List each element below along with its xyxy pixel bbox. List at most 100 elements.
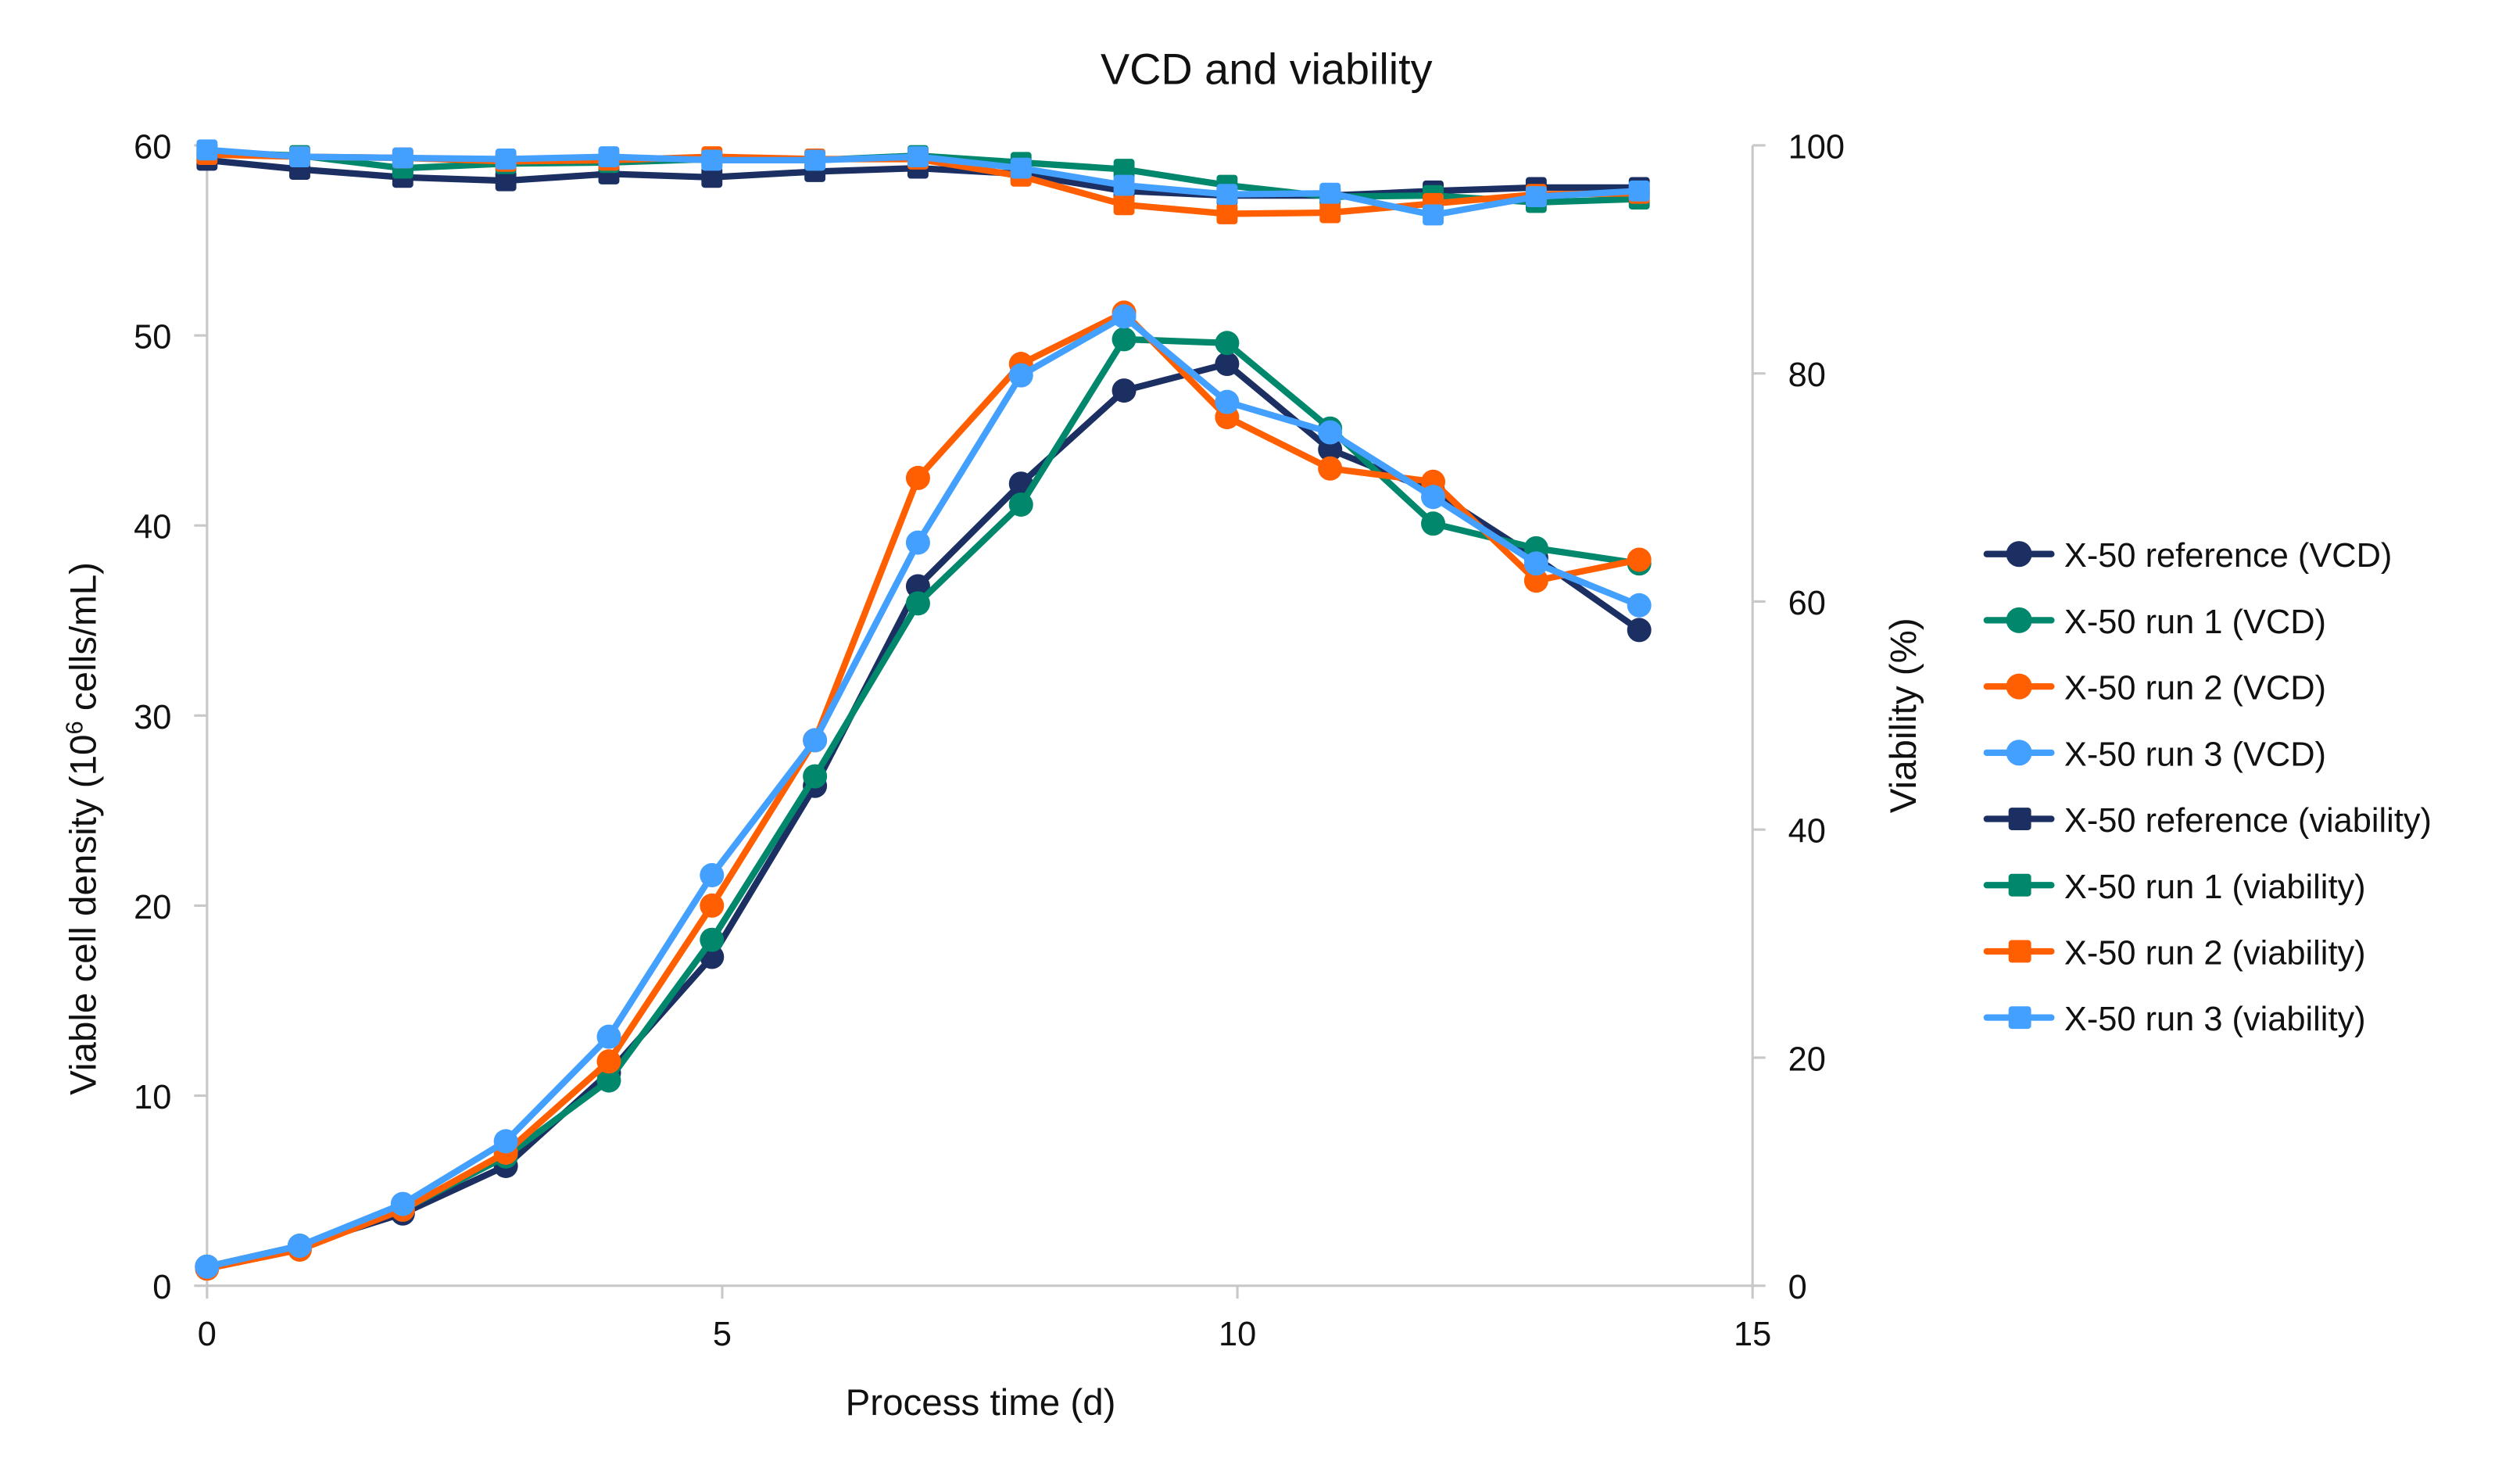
data-point	[1215, 331, 1240, 356]
legend-label: X-50 run 3 (VCD)	[2064, 736, 2326, 773]
data-point	[289, 146, 310, 167]
legend-marker	[2006, 541, 2032, 568]
legend-item: X-50 run 1 (viability)	[1983, 869, 2366, 906]
data-point	[1628, 180, 1650, 202]
legend-label: X-50 reference (VCD)	[2064, 537, 2392, 575]
y-right-tick-label: 40	[1788, 813, 1826, 851]
data-point	[596, 1049, 621, 1074]
data-point	[1627, 618, 1652, 643]
data-point	[1010, 157, 1032, 179]
data-point	[1318, 456, 1343, 481]
y-right-tick-label: 80	[1788, 356, 1826, 394]
data-point	[1318, 420, 1343, 445]
data-point	[392, 147, 413, 169]
data-point	[1319, 202, 1341, 224]
data-point	[803, 728, 828, 753]
data-point	[905, 465, 930, 490]
data-point	[1525, 186, 1547, 208]
data-point	[493, 1129, 518, 1154]
data-point	[1627, 593, 1652, 618]
y-left-tick-label: 40	[134, 509, 171, 546]
data-point	[1215, 389, 1240, 414]
data-point	[195, 1254, 220, 1279]
data-point	[1523, 568, 1548, 593]
legend: X-50 reference (VCD) X-50 run 1 (VCD) X-50…	[1983, 537, 2432, 1038]
data-point	[700, 927, 725, 952]
legend-marker	[2008, 808, 2031, 831]
x-tick-label: 15	[1734, 1316, 1771, 1353]
chart-title: VCD and viability	[1101, 45, 1433, 93]
legend-label: X-50 run 2 (VCD)	[2064, 670, 2326, 707]
data-point	[1627, 547, 1652, 572]
legend-label: X-50 run 1 (viability)	[2064, 869, 2366, 906]
legend-item: X-50 reference (viability)	[1983, 802, 2432, 840]
series-line	[206, 309, 1640, 1272]
data-point	[495, 170, 517, 192]
legend-label: X-50 run 1 (VCD)	[2064, 604, 2326, 641]
data-point	[1421, 485, 1446, 510]
data-point	[1111, 304, 1137, 329]
data-point	[596, 1024, 621, 1049]
y-right-tick-label: 0	[1788, 1269, 1807, 1306]
data-point	[1008, 492, 1033, 517]
y-right-tick-label: 60	[1788, 585, 1826, 622]
data-point	[1216, 203, 1238, 224]
data-point	[1216, 184, 1238, 206]
y-left-tick-label: 30	[134, 699, 171, 736]
data-point	[288, 1234, 313, 1259]
series-7	[196, 139, 1650, 226]
data-point	[1523, 551, 1548, 576]
x-tick-label: 5	[713, 1316, 732, 1353]
legend-marker	[2006, 740, 2032, 766]
x-axis-label: Process time (d)	[846, 1382, 1116, 1424]
data-point	[1421, 511, 1446, 536]
legend-label: X-50 run 3 (viability)	[2064, 1001, 2366, 1038]
data-point	[803, 764, 828, 789]
data-point	[701, 149, 723, 171]
legend-label: X-50 run 2 (viability)	[2064, 934, 2366, 972]
x-tick-label: 0	[198, 1316, 217, 1353]
data-point	[196, 139, 218, 161]
data-point	[1319, 182, 1341, 204]
series-3	[195, 304, 1652, 1279]
data-point	[598, 146, 620, 167]
legend-item: X-50 run 3 (VCD)	[1983, 736, 2326, 773]
data-point	[596, 1068, 621, 1093]
data-point	[905, 530, 930, 555]
y-left-tick-label: 0	[152, 1269, 171, 1306]
legend-marker	[2006, 673, 2032, 700]
x-tick-label: 10	[1219, 1316, 1256, 1353]
data-point	[1111, 378, 1137, 403]
legend-item: X-50 run 3 (viability)	[1983, 1001, 2366, 1038]
y-left-tick-label: 50	[134, 319, 171, 356]
legend-label: X-50 reference (viability)	[2064, 802, 2432, 840]
y-left-tick-label: 60	[134, 128, 171, 166]
series-line	[206, 313, 1641, 1270]
data-point	[700, 863, 725, 888]
data-point	[1111, 327, 1137, 352]
data-point	[1113, 194, 1135, 216]
data-point	[1423, 204, 1444, 226]
y-axis-left-label: Viable cell density (106 cells/mL)	[60, 562, 105, 1095]
y-axis-right-label: Viability (%)	[1883, 618, 1924, 813]
legend-item: X-50 reference (VCD)	[1983, 537, 2392, 575]
legend-marker	[2008, 1006, 2031, 1030]
data-point	[390, 1191, 415, 1216]
legend-marker	[2008, 940, 2031, 963]
data-point	[701, 167, 723, 188]
data-point	[1215, 352, 1240, 377]
legend-item: X-50 run 1 (VCD)	[1983, 604, 2326, 641]
data-point	[1113, 159, 1135, 181]
data-point	[804, 149, 826, 171]
legend-item: X-50 run 2 (viability)	[1983, 934, 2366, 972]
legend-item: X-50 run 2 (VCD)	[1983, 670, 2326, 707]
data-point	[495, 149, 517, 170]
legend-marker	[2006, 607, 2032, 633]
data-point	[1318, 437, 1343, 462]
data-point	[907, 146, 929, 167]
data-point	[1008, 363, 1033, 388]
y-right-tick-label: 20	[1788, 1041, 1826, 1078]
data-point	[905, 591, 930, 616]
y-left-tick-label: 20	[134, 889, 171, 926]
